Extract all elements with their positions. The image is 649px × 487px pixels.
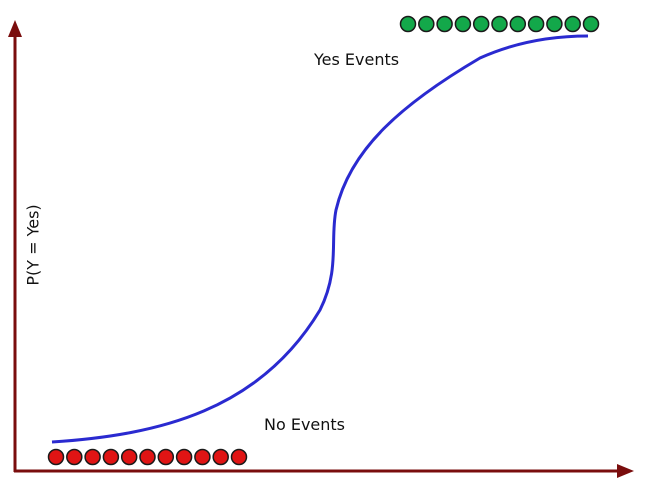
yes-event-dot: [472, 15, 490, 33]
yes-events-label: Yes Events: [314, 50, 400, 69]
axes: [8, 20, 634, 478]
yes-event-dot: [527, 15, 545, 33]
yes-events-dots: [399, 15, 600, 33]
y-axis-arrowhead: [8, 20, 22, 37]
no-event-dot: [66, 448, 83, 466]
no-event-dot: [120, 448, 138, 466]
x-axis-arrowhead: [617, 464, 634, 478]
no-event-dot: [194, 448, 211, 466]
no-event-dot: [175, 448, 193, 466]
no-event-dot: [47, 448, 65, 466]
no-event-dot: [212, 448, 229, 466]
y-axis-label: P(Y = Yes): [23, 204, 43, 286]
yes-event-dot: [454, 15, 472, 33]
no-event-dot: [157, 448, 175, 466]
yes-event-dot: [491, 15, 508, 33]
yes-event-dot: [418, 15, 435, 33]
yes-event-dot: [546, 15, 563, 33]
no-event-dot: [230, 448, 248, 466]
no-event-dot: [84, 448, 101, 466]
no-event-dot: [102, 448, 120, 466]
no-event-dot: [139, 448, 156, 466]
sigmoid-curve: [51, 34, 589, 444]
yes-event-dot: [564, 15, 581, 33]
yes-event-dot: [436, 15, 453, 33]
yes-event-dot: [509, 15, 527, 33]
no-events-label: No Events: [264, 415, 346, 434]
yes-event-dot: [582, 15, 600, 33]
no-events-dots: [47, 448, 248, 466]
yes-event-dot: [399, 15, 417, 33]
